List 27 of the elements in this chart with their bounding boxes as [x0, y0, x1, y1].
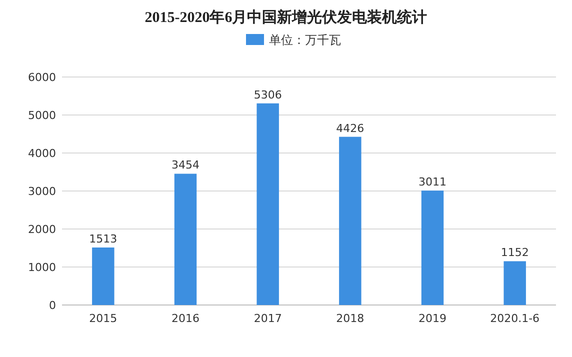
data-label: 1513 — [89, 232, 118, 246]
y-tick-label: 6000 — [28, 71, 56, 84]
bar — [256, 103, 279, 305]
data-label: 1152 — [500, 246, 529, 260]
bar — [421, 190, 444, 305]
x-tick-label: 2016 — [172, 312, 200, 325]
y-tick-label: 0 — [49, 299, 56, 312]
y-tick-label: 2000 — [28, 223, 56, 236]
data-label: 4426 — [336, 122, 364, 135]
y-tick-label: 5000 — [28, 109, 56, 122]
y-tick-label: 1000 — [28, 261, 56, 274]
x-tick-label: 2020.1-6 — [490, 312, 540, 325]
bar — [92, 248, 114, 305]
data-label: 3011 — [418, 176, 446, 189]
x-tick-label: 2018 — [336, 312, 364, 325]
x-tick-label: 2019 — [418, 312, 446, 325]
x-tick-label: 2017 — [254, 312, 282, 325]
y-tick-label: 4000 — [28, 147, 56, 160]
y-tick-label: 3000 — [28, 185, 56, 198]
legend-label: 单位：万千瓦 — [269, 33, 341, 47]
data-label: 3454 — [172, 158, 200, 172]
bar — [174, 174, 197, 305]
bar — [504, 261, 526, 305]
bar — [339, 136, 362, 305]
chart-title: 2015-2020年6月中国新增光伏发电装机统计 — [144, 8, 428, 26]
x-tick-label: 2015 — [89, 312, 118, 325]
data-label: 5306 — [254, 88, 282, 102]
